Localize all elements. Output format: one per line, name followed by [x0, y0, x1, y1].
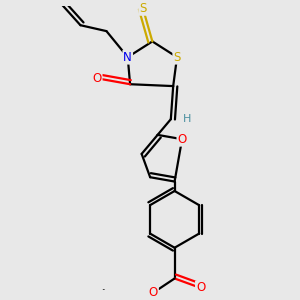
Text: H: H: [183, 114, 192, 124]
Text: S: S: [173, 51, 181, 64]
Text: O: O: [92, 72, 102, 85]
Text: O: O: [177, 133, 187, 146]
Text: O: O: [149, 286, 158, 299]
Text: S: S: [139, 2, 147, 15]
Text: O: O: [196, 281, 205, 294]
Text: N: N: [123, 51, 132, 64]
